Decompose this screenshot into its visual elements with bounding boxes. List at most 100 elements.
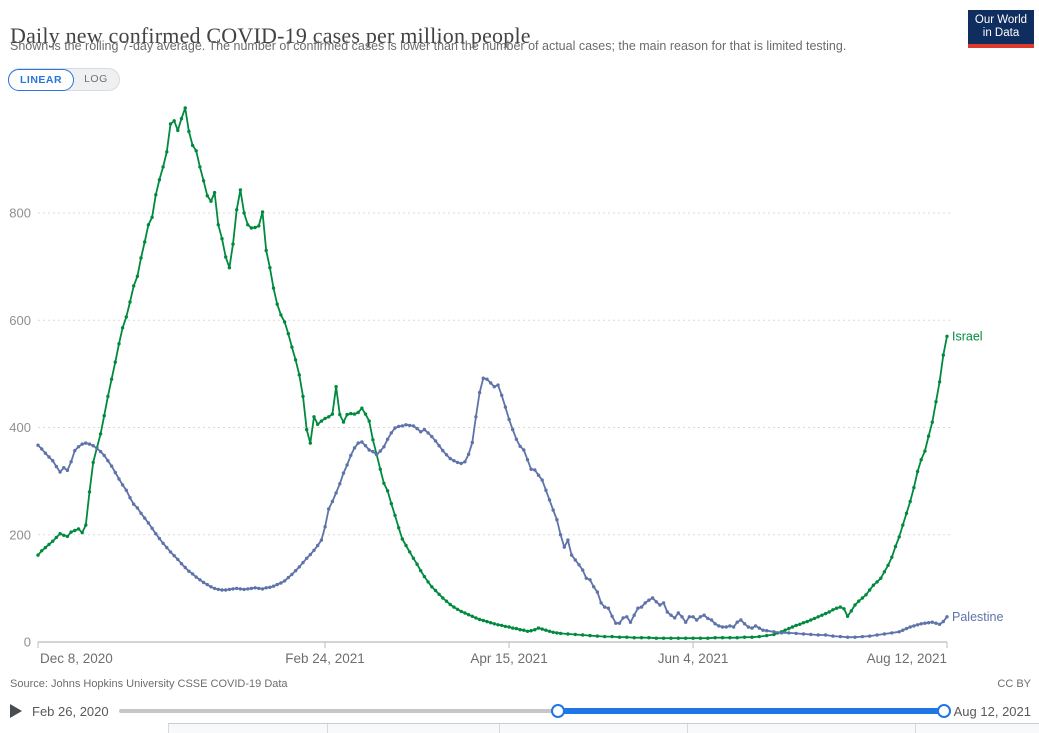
series-point-israel — [845, 614, 850, 618]
series-point-israel — [161, 165, 165, 169]
owid-logo[interactable]: Our World in Data — [968, 10, 1034, 48]
series-point-israel — [135, 274, 140, 278]
series-point-palestine — [459, 461, 463, 466]
series-point-israel — [930, 420, 934, 424]
series-point-palestine — [455, 460, 460, 465]
series-label-palestine[interactable]: Palestine — [952, 610, 1003, 624]
series-point-palestine — [945, 615, 949, 619]
series-point-israel — [389, 501, 393, 506]
series-point-palestine — [165, 545, 169, 550]
series-point-palestine — [286, 575, 290, 580]
series-point-israel — [772, 632, 776, 637]
series-point-israel — [544, 628, 548, 632]
series-point-israel — [698, 636, 703, 640]
series-point-palestine — [915, 623, 920, 627]
series-point-israel — [286, 332, 290, 336]
series-point-israel — [522, 628, 526, 632]
series-point-israel — [437, 592, 441, 596]
series-point-israel — [547, 629, 552, 633]
series-point-israel — [639, 636, 644, 640]
series-point-palestine — [143, 516, 147, 520]
series-point-israel — [117, 342, 121, 346]
series-point-israel — [150, 215, 154, 219]
series-point-israel — [470, 614, 474, 618]
series-point-palestine — [201, 580, 206, 585]
series-point-israel — [319, 419, 324, 423]
log-button[interactable]: LOG — [84, 73, 108, 85]
series-point-palestine — [363, 444, 368, 448]
play-button[interactable] — [10, 703, 24, 719]
series-point-palestine — [547, 498, 552, 502]
series-point-palestine — [581, 568, 585, 572]
series-point-palestine — [168, 550, 173, 554]
linear-button[interactable]: LINEAR — [8, 68, 75, 91]
series-line-israel[interactable] — [37, 107, 948, 640]
series-point-palestine — [397, 424, 401, 429]
timeline-selected-range[interactable] — [557, 708, 944, 714]
series-point-palestine — [408, 423, 412, 428]
series-point-palestine — [98, 449, 103, 454]
series-point-israel — [216, 223, 220, 227]
series-point-palestine — [227, 587, 232, 592]
series-point-israel — [349, 411, 353, 416]
series-point-israel — [172, 119, 176, 123]
series-point-palestine — [260, 587, 265, 591]
series-point-palestine — [757, 626, 761, 630]
series-point-israel — [363, 412, 368, 416]
series-point-palestine — [330, 499, 335, 504]
series-point-israel — [838, 605, 842, 609]
entity-table-cell — [500, 724, 688, 733]
series-point-palestine — [382, 445, 386, 449]
series-point-israel — [441, 596, 445, 600]
series-point-israel — [926, 434, 931, 438]
series-point-palestine — [809, 632, 813, 637]
series-point-palestine — [128, 496, 132, 500]
series-point-palestine — [695, 618, 699, 622]
timeline-handle-start[interactable] — [550, 704, 565, 718]
series-point-palestine — [603, 605, 607, 609]
series-point-israel — [831, 608, 835, 612]
series-point-palestine — [823, 633, 828, 637]
series-point-israel — [934, 400, 938, 404]
series-point-israel — [253, 225, 257, 230]
series-point-palestine — [117, 477, 121, 481]
series-label-israel[interactable]: Israel — [952, 329, 983, 343]
timeline-track[interactable] — [118, 703, 951, 719]
series-line-palestine[interactable] — [37, 377, 948, 639]
series-point-israel — [264, 248, 268, 253]
timeline-handle-end[interactable] — [936, 704, 951, 718]
series-point-palestine — [194, 575, 198, 579]
series-point-israel — [371, 438, 375, 442]
series-point-israel — [805, 619, 809, 624]
series-point-palestine — [120, 483, 125, 487]
series-point-palestine — [592, 585, 596, 589]
series-point-israel — [404, 543, 408, 548]
series-point-palestine — [544, 488, 548, 492]
series-point-israel — [408, 550, 412, 554]
series-point-israel — [220, 237, 224, 241]
series-point-israel — [452, 605, 456, 609]
series-point-palestine — [183, 565, 187, 570]
series-point-israel — [558, 631, 563, 636]
series-point-palestine — [650, 596, 655, 600]
timeline-end-label[interactable]: Aug 12, 2021 — [953, 703, 1031, 719]
series-point-israel — [113, 360, 118, 364]
series-point-israel — [945, 334, 949, 338]
series-point-israel — [426, 580, 430, 584]
series-point-palestine — [481, 376, 485, 380]
series-point-israel — [323, 416, 327, 421]
license-link[interactable]: CC BY — [997, 678, 1031, 690]
series-point-israel — [360, 406, 364, 410]
series-point-palestine — [150, 526, 154, 530]
series-point-israel — [290, 345, 294, 349]
series-point-palestine — [772, 630, 776, 634]
series-point-palestine — [742, 622, 747, 626]
series-point-palestine — [301, 560, 305, 565]
timeline-start-label[interactable]: Feb 26, 2020 — [32, 703, 109, 719]
series-point-palestine — [669, 613, 673, 617]
series-point-palestine — [91, 444, 95, 448]
series-point-israel — [419, 569, 423, 573]
series-point-palestine — [511, 427, 515, 432]
